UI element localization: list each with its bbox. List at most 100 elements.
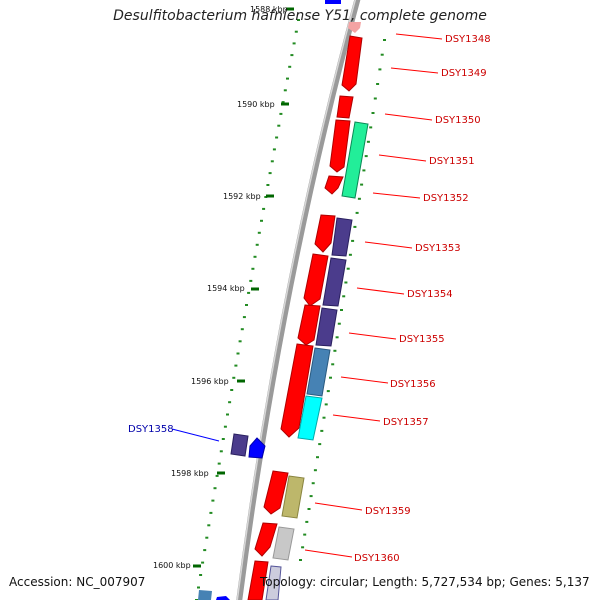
tick-ring-dot [360, 183, 364, 186]
feature-block-khaki[interactable] [281, 475, 305, 519]
gene-feature-bottom-left[interactable] [198, 590, 212, 600]
gene-label-dsy1359[interactable]: DSY1359 [365, 506, 411, 517]
scale-tick-labels: 1588 kbp 1590 kbp 1592 kbp 1594 kbp 1596… [153, 5, 288, 570]
tick-ring-dot [371, 112, 375, 114]
gene-feature-dsy1358-a[interactable] [230, 433, 249, 457]
gene-label-dsy1349[interactable]: DSY1349 [441, 68, 487, 79]
gene-feature-dsy1352[interactable] [324, 175, 344, 195]
gene-feature-dsy1348[interactable] [348, 22, 361, 33]
feature-block-indigo[interactable] [315, 307, 338, 347]
reverse-strand-genes [198, 433, 266, 600]
tick-ring-dot [253, 255, 257, 258]
leader-line-dsy1349 [390, 67, 439, 74]
tick-ring-dot [320, 429, 324, 432]
tick-ring-dot [305, 520, 309, 523]
tick-ring-dot [266, 184, 270, 186]
tick-ring-dot [288, 65, 292, 68]
tick-ring-dot [209, 511, 213, 514]
tick-ring-dot [221, 438, 225, 440]
tick-ring-dot [272, 148, 276, 151]
tick-ring-dot [299, 559, 302, 561]
feature-block-lightgray[interactable] [272, 526, 295, 561]
leader-line-dsy1358 [171, 428, 220, 442]
tick-ring-dot [255, 243, 259, 246]
tick-ring-dot [313, 469, 317, 472]
gene-feature-dsy1359[interactable] [263, 470, 289, 515]
tick-ring-dot [242, 316, 246, 319]
gene-feature-dsy1354[interactable] [303, 253, 329, 307]
forward-strand-genes [247, 22, 363, 600]
tick-ring-dot [275, 136, 279, 139]
tick-ring-dot [353, 225, 357, 228]
gene-label-dsy1354[interactable]: DSY1354 [407, 289, 453, 300]
tick-ring-dot [223, 425, 227, 428]
leader-line-dsy1350 [384, 113, 433, 121]
tick-ring-dot [205, 536, 209, 539]
tick-ring-dot [245, 304, 248, 306]
gene-feature-dsy1353[interactable] [314, 214, 336, 253]
gene-feature-blue[interactable] [325, 0, 341, 4]
tick-ring-dot [324, 403, 328, 406]
tick-ring-dot [369, 126, 373, 129]
leader-line-dsy1352 [372, 192, 421, 199]
leader-line-dsy1354 [356, 287, 405, 295]
leader-line-dsy1359 [314, 502, 363, 511]
gene-label-dsy1355[interactable]: DSY1355 [399, 334, 445, 345]
gene-label-dsy1356[interactable]: DSY1356 [390, 379, 436, 390]
tick-ring-dot [342, 295, 346, 298]
tick-ring-dot [215, 474, 219, 477]
tick-ring-dot [344, 281, 348, 284]
tick-ring-dot [238, 340, 242, 343]
feature-block-bottom[interactable] [265, 565, 282, 600]
tick-ring-dot [262, 207, 266, 210]
gene-label-dsy1348[interactable]: DSY1348 [445, 34, 491, 45]
tick-ring-dot [201, 561, 205, 564]
leader-line-dsy1348 [395, 33, 443, 40]
leader-line-dsy1355 [348, 332, 397, 340]
gene-feature-dsy1358-b[interactable] [248, 437, 266, 459]
leader-line-dsy1351 [378, 154, 427, 162]
gene-feature-dsy1349[interactable] [341, 35, 363, 92]
feature-block-cyan[interactable] [297, 395, 323, 441]
feature-block-green[interactable] [341, 121, 369, 199]
tick-ring-dot [351, 239, 355, 242]
tick-ring-dot [279, 112, 283, 115]
gene-label-dsy1353[interactable]: DSY1353 [415, 243, 461, 254]
gene-feature-dsy1351[interactable] [329, 119, 351, 173]
tick-ring-dot [203, 549, 207, 552]
tick-ring-dot [346, 267, 350, 270]
gene-label-dsy1351[interactable]: DSY1351 [429, 156, 475, 167]
gene-label-dsy1352[interactable]: DSY1352 [423, 193, 469, 204]
feature-block-indigo[interactable] [322, 257, 347, 307]
tick-ring-dot [232, 376, 236, 379]
feature-block-steelblue[interactable] [306, 347, 331, 397]
gene-label-dsy1357[interactable]: DSY1357 [383, 417, 429, 428]
tick-ring-dot [331, 363, 335, 366]
gene-feature-dsy1355[interactable] [297, 304, 321, 346]
tick-ring-dot [277, 124, 281, 127]
tick-ring-dot [333, 349, 337, 352]
tick-ring-dot [290, 54, 294, 57]
scale-label: 1598 kbp [171, 469, 209, 478]
gene-feature-dsy1350[interactable] [336, 95, 354, 119]
tick-ring-dot [292, 42, 296, 45]
gene-feature-red-bottom[interactable] [247, 560, 269, 600]
tick-ring-dot [316, 456, 319, 459]
tick-ring-dot [211, 499, 215, 502]
tick-ring-dot [362, 169, 366, 172]
gene-feature-bottom-left-b[interactable] [216, 596, 230, 600]
tick-ring-dot [329, 376, 332, 379]
tick-ring-dot [337, 322, 341, 325]
tick-ring-dot [217, 462, 221, 465]
map-title: Desulfitobacterium hafniense Y51, comple… [113, 8, 487, 24]
gene-label-dsy1360[interactable]: DSY1360 [354, 553, 400, 564]
feature-block-indigo[interactable] [331, 217, 353, 257]
gene-label-dsy1350[interactable]: DSY1350 [435, 115, 481, 126]
gene-feature-dsy1360[interactable] [254, 522, 278, 557]
tick-ring-dot [228, 401, 232, 404]
gene-feature-dsy1356-1357[interactable] [280, 343, 314, 438]
gene-label-dsy1358[interactable]: DSY1358 [128, 424, 174, 435]
tick-ring-dot [268, 172, 272, 175]
tick-ring-dot [322, 416, 326, 419]
